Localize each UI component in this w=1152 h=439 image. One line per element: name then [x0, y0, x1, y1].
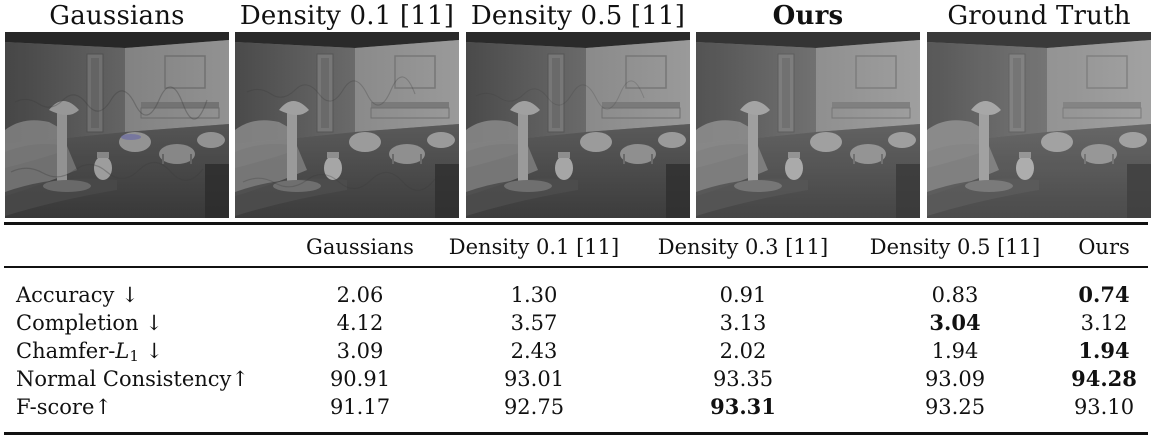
value-cell: 90.91 — [329, 367, 391, 391]
row-label: Chamfer-L1 ↓ — [16, 339, 164, 365]
value-cell: 3.13 — [719, 311, 767, 335]
value-cell: 92.75 — [503, 395, 565, 419]
mesh-render-density-0-5 — [466, 32, 690, 218]
table-row-accuracy: Accuracy ↓ 2.06 1.30 0.91 0.83 0.74 — [0, 281, 1152, 309]
row-label: Normal Consistency↑ — [16, 367, 249, 391]
value-cell: 2.02 — [719, 339, 767, 363]
table-row-completion: Completion ↓ 4.12 3.57 3.13 3.04 3.12 — [0, 309, 1152, 337]
panel-title: Density 0.1 [11] — [239, 1, 455, 31]
table-row-f-score: F-score↑ 91.17 92.75 93.31 93.25 93.10 — [0, 393, 1152, 421]
panel-gaussians: Gaussians — [5, 0, 229, 218]
value-cell: 93.09 — [924, 367, 986, 391]
column-header-density-0-1: Density 0.1 [11] — [448, 235, 620, 259]
panel-title: Density 0.5 [11] — [470, 1, 686, 31]
value-cell: 3.12 — [1080, 311, 1128, 335]
panel-title: Ground Truth — [947, 1, 1131, 31]
table-bottom-rule — [4, 432, 1148, 435]
column-header-gaussians: Gaussians — [306, 235, 414, 259]
row-label: Completion ↓ — [16, 311, 163, 335]
best-value-cell: 93.31 — [710, 394, 776, 419]
value-cell: 93.25 — [924, 395, 986, 419]
value-cell: 2.06 — [336, 283, 384, 307]
row-label: Accuracy ↓ — [16, 283, 139, 307]
value-cell: 1.94 — [931, 339, 979, 363]
column-header-ours: Ours — [1078, 235, 1130, 259]
panel-density-0-5: Density 0.5 [11] — [466, 0, 690, 218]
value-cell: 2.43 — [510, 339, 558, 363]
reconstruction-figure: Gaussians Density 0.1 [11] Density 0.5 [… — [5, 0, 1151, 218]
table-row-chamfer: Chamfer-L1 ↓ 3.09 2.43 2.02 1.94 1.94 — [0, 337, 1152, 365]
value-cell: 93.01 — [503, 367, 565, 391]
column-header-density-0-5: Density 0.5 [11] — [869, 235, 1041, 259]
value-cell: 93.10 — [1073, 395, 1135, 419]
value-cell: 0.91 — [719, 283, 767, 307]
value-cell: 0.83 — [931, 283, 979, 307]
value-cell: 3.57 — [510, 311, 558, 335]
mesh-render-ground-truth — [927, 32, 1151, 218]
table-row-normal-consistency: Normal Consistency↑ 90.91 93.01 93.35 93… — [0, 365, 1152, 393]
value-cell: 1.30 — [510, 283, 558, 307]
value-cell: 3.09 — [336, 339, 384, 363]
mesh-render-gaussians — [5, 32, 229, 218]
mesh-render-ours — [696, 32, 920, 218]
panel-density-0-1: Density 0.1 [11] — [235, 0, 459, 218]
row-label: F-score↑ — [16, 395, 112, 419]
panel-title: Gaussians — [49, 1, 185, 31]
best-value-cell: 0.74 — [1078, 282, 1130, 307]
best-value-cell: 3.04 — [929, 310, 981, 335]
value-cell: 93.35 — [712, 367, 774, 391]
table-top-rule — [4, 222, 1148, 225]
value-cell: 91.17 — [329, 395, 391, 419]
panel-ours: Ours — [696, 0, 920, 218]
panel-ground-truth: Ground Truth — [927, 0, 1151, 218]
table-header-rule — [4, 266, 1148, 268]
best-value-cell: 1.94 — [1078, 338, 1130, 363]
value-cell: 4.12 — [336, 311, 384, 335]
metrics-table: Gaussians Density 0.1 [11] Density 0.3 [… — [0, 220, 1152, 439]
column-header-density-0-3: Density 0.3 [11] — [657, 235, 829, 259]
best-value-cell: 94.28 — [1071, 366, 1137, 391]
mesh-render-density-0-1 — [235, 32, 459, 218]
panel-title: Ours — [772, 1, 844, 31]
